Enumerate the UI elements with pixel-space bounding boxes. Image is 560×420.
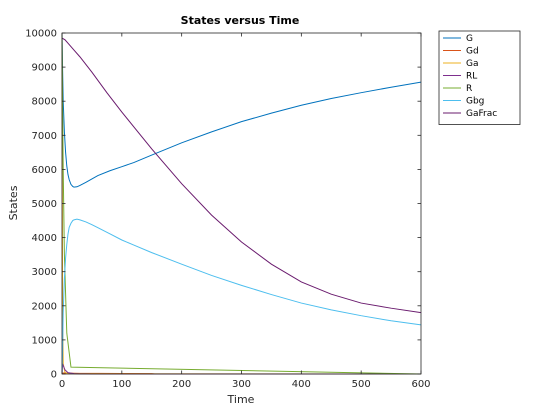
y-tick-label: 9000 <box>32 63 57 74</box>
series-line-gbg <box>61 218 422 375</box>
legend-box <box>438 30 521 125</box>
legend-entry-g: G <box>466 34 473 44</box>
y-tick-label: 7000 <box>32 131 57 142</box>
y-tick-label: 4000 <box>32 233 57 244</box>
y-tick-label: 6000 <box>32 165 57 176</box>
chart-title: States versus Time <box>181 14 300 27</box>
legend-entry-rl: RL <box>466 72 477 82</box>
y-tick-label: 10000 <box>25 29 57 40</box>
y-tick-label: 5000 <box>32 199 57 210</box>
legend-entry-r: R <box>466 84 472 94</box>
x-tick-label: 200 <box>172 379 191 390</box>
legend-entry-gbg: Gbg <box>466 97 484 107</box>
y-tick-label: 2000 <box>32 301 57 312</box>
y-tick-label: 8000 <box>32 97 57 108</box>
x-tick-label: 300 <box>232 379 251 390</box>
x-tick-label: 0 <box>59 379 65 390</box>
x-axis-label: Time <box>227 393 255 406</box>
legend: G Gd Ga RL R Gbg GaFrac <box>438 30 521 125</box>
y-tick-label: 0 <box>51 370 57 381</box>
legend-entry-gafrac: GaFrac <box>466 109 497 119</box>
legend-entry-gd: Gd <box>466 47 479 57</box>
axes: 0 100 200 300 400 500 600010002000300040005000… <box>25 29 430 391</box>
series-line-g <box>61 32 422 188</box>
y-tick-label: 3000 <box>32 267 57 278</box>
x-tick-label: 600 <box>411 379 430 390</box>
y-tick-label: 1000 <box>32 335 57 346</box>
x-tick-label: 400 <box>292 379 311 390</box>
legend-entry-ga: Ga <box>466 59 479 69</box>
x-tick-label: 500 <box>352 379 371 390</box>
series-line-gafrac <box>61 37 422 314</box>
y-axis-label: States <box>7 185 20 220</box>
x-tick-label: 100 <box>112 379 131 390</box>
